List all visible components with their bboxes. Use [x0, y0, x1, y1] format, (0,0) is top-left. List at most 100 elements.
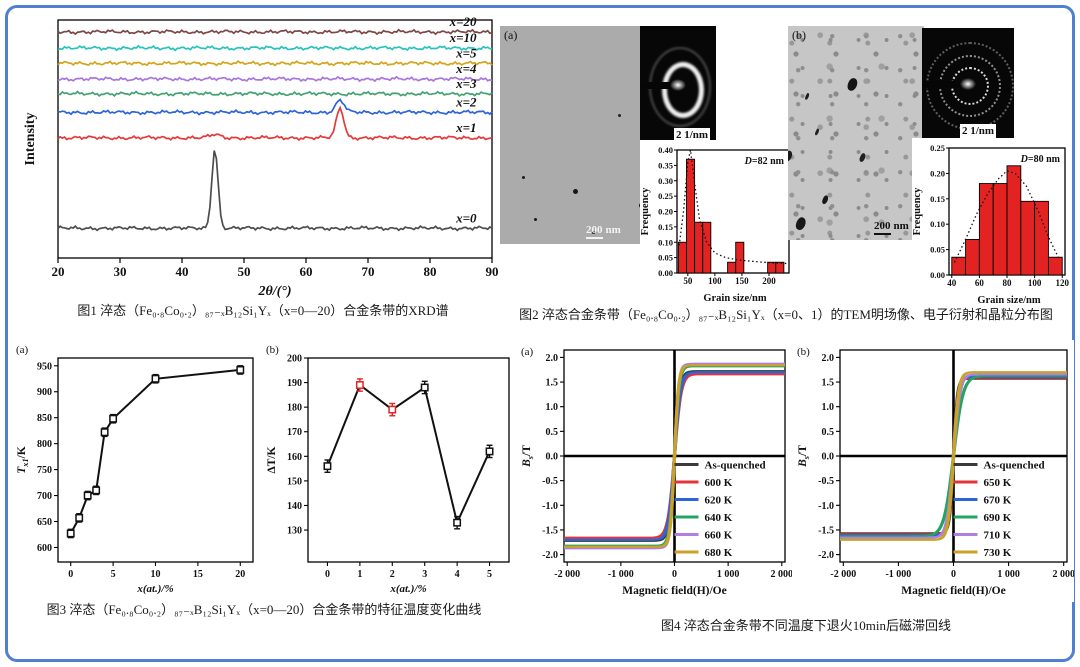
svg-text:2 000: 2 000	[1052, 569, 1074, 580]
svg-text:3: 3	[422, 569, 427, 580]
svg-text:130: 130	[287, 526, 302, 537]
tem-dark-grains-b	[845, 76, 860, 93]
panel-label-b: (b)	[792, 28, 806, 42]
scale-bar-b: 200 nm	[874, 220, 909, 235]
svg-text:0.20: 0.20	[658, 207, 673, 217]
svg-text:100: 100	[708, 276, 722, 286]
svg-text:0.25: 0.25	[930, 143, 945, 153]
svg-text:2θ/(°): 2θ/(°)	[257, 284, 291, 299]
scale-bar-a: 200 nm	[586, 224, 621, 239]
svg-text:40: 40	[947, 278, 957, 288]
svg-text:x=2: x=2	[455, 94, 477, 109]
svg-text:170: 170	[287, 427, 302, 438]
svg-text:710 K: 710 K	[984, 529, 1012, 541]
svg-text:ΔT/K: ΔT/K	[266, 446, 278, 473]
svg-text:1 000: 1 000	[717, 569, 740, 580]
svg-text:60: 60	[975, 278, 985, 288]
svg-text:0.5: 0.5	[546, 427, 559, 438]
svg-text:0.15: 0.15	[658, 222, 673, 232]
svg-text:(a): (a)	[521, 346, 534, 358]
svg-text:0.10: 0.10	[930, 219, 945, 229]
svg-text:x(at.)/%: x(at.)/%	[136, 583, 173, 595]
svg-text:x=10: x=10	[449, 30, 477, 45]
svg-text:2.0: 2.0	[546, 353, 559, 364]
svg-text:x=20: x=20	[449, 14, 477, 29]
svg-text:90: 90	[486, 264, 499, 279]
svg-text:1.5: 1.5	[546, 378, 559, 389]
svg-text:900: 900	[37, 387, 52, 398]
scale-unit: nm	[605, 224, 621, 236]
svg-text:-0.5: -0.5	[818, 476, 834, 487]
svg-text:0.0: 0.0	[822, 452, 835, 463]
svg-text:0.05: 0.05	[658, 253, 673, 263]
svg-text:10: 10	[151, 569, 161, 580]
svg-text:1 000: 1 000	[997, 569, 1020, 580]
tem-bright-field-a: (a)	[500, 26, 646, 244]
svg-text:-2 000: -2 000	[554, 569, 580, 580]
grain-size-histogram-a: 0.00 0.05 0.10 0.15 0.20 0.25 0.30 0.35 0.40 50 10…	[640, 140, 796, 304]
svg-text:5: 5	[111, 569, 116, 580]
svg-text:200: 200	[287, 354, 302, 365]
svg-text:Tx1/K: Tx1/K	[16, 446, 30, 473]
svg-text:150: 150	[735, 276, 749, 286]
svg-text:600: 600	[37, 543, 52, 554]
svg-text:0: 0	[672, 569, 677, 580]
svg-text:1.5: 1.5	[822, 378, 835, 389]
svg-text:Intensity: Intensity	[23, 113, 38, 166]
svg-text:Magnetic field(H)/Oe: Magnetic field(H)/Oe	[622, 585, 726, 597]
svg-text:-1.0: -1.0	[542, 501, 558, 512]
svg-text:-1 000: -1 000	[885, 569, 911, 580]
svg-text:Bs/T: Bs/T	[521, 445, 535, 468]
svg-text:0.20: 0.20	[930, 168, 945, 178]
svg-text:140: 140	[287, 501, 302, 512]
svg-text:2 000: 2 000	[771, 569, 792, 580]
diffraction-center-spot	[670, 79, 686, 91]
beam-stop	[640, 82, 680, 89]
svg-text:60: 60	[300, 264, 313, 279]
svg-text:100: 100	[1028, 278, 1042, 288]
grain-size-histogram-b: 0.00 0.05 0.10 0.15 0.20 0.25 40 60 80 100 120 D=80…	[912, 138, 1072, 306]
svg-text:20: 20	[235, 569, 245, 580]
diffraction-center-spot	[960, 78, 976, 90]
scale-unit: nm	[893, 220, 909, 232]
svg-text:-2 000: -2 000	[830, 569, 856, 580]
hysteresis-loops-chart-b: -2 000 -1 000 0 1 000 2 000 -2.0 -1.5 -1.0 -0.5 0…	[794, 340, 1074, 602]
svg-text:650: 650	[37, 517, 52, 528]
svg-text:Grain size/nm: Grain size/nm	[703, 293, 767, 304]
diffraction-pattern-a	[640, 26, 716, 144]
panel-label-a: (a)	[504, 28, 518, 42]
svg-text:180: 180	[287, 403, 302, 414]
figure3-caption: 图3 淬态（Fe₀.₈Co₀.₂）₈₇₋ₓB₁₂Si₁Yₓ（x=0—20）合金条…	[46, 602, 482, 617]
svg-text:x=5: x=5	[455, 45, 477, 60]
svg-text:0.00: 0.00	[930, 270, 945, 280]
svg-text:0.5: 0.5	[822, 427, 835, 438]
figure1-caption: 图1 淬态（Fe₀.₈Co₀.₂）₈₇₋ₓB₁₂Si₁Yₓ（x=0—20）合金条…	[77, 303, 449, 318]
svg-text:800: 800	[37, 439, 52, 450]
svg-text:Bs/T: Bs/T	[797, 445, 811, 468]
svg-text:2.0: 2.0	[822, 353, 835, 364]
beam-stop	[922, 81, 970, 88]
svg-text:0.15: 0.15	[930, 194, 945, 204]
tem-bright-field-b: (b)	[788, 26, 924, 240]
svg-text:-2.0: -2.0	[542, 550, 558, 561]
svg-text:0.0: 0.0	[546, 452, 559, 463]
svg-text:950: 950	[37, 361, 52, 372]
svg-text:15: 15	[193, 569, 203, 580]
hysteresis-loops-chart-a: -2 000 -1 000 0 1 000 2 000 -2.0 -1.5 -1.0 -0.5 0…	[518, 340, 792, 602]
svg-text:850: 850	[37, 413, 52, 424]
tem-dark-specks-a	[522, 176, 525, 179]
svg-text:0.40: 0.40	[658, 145, 673, 155]
svg-text:(b): (b)	[797, 346, 810, 358]
svg-text:x=4: x=4	[455, 61, 477, 76]
svg-text:-0.5: -0.5	[542, 476, 558, 487]
diffraction-pattern-b	[922, 28, 1014, 140]
svg-text:Frequency: Frequency	[912, 187, 923, 235]
svg-text:Frequency: Frequency	[640, 187, 651, 235]
svg-text:Magnetic field(H)/Oe: Magnetic field(H)/Oe	[901, 585, 1005, 597]
svg-text:0: 0	[951, 569, 956, 580]
svg-text:0.05: 0.05	[930, 245, 945, 255]
svg-text:50: 50	[238, 264, 251, 279]
svg-text:D=82 nm: D=82 nm	[744, 156, 785, 167]
svg-text:2: 2	[390, 569, 395, 580]
